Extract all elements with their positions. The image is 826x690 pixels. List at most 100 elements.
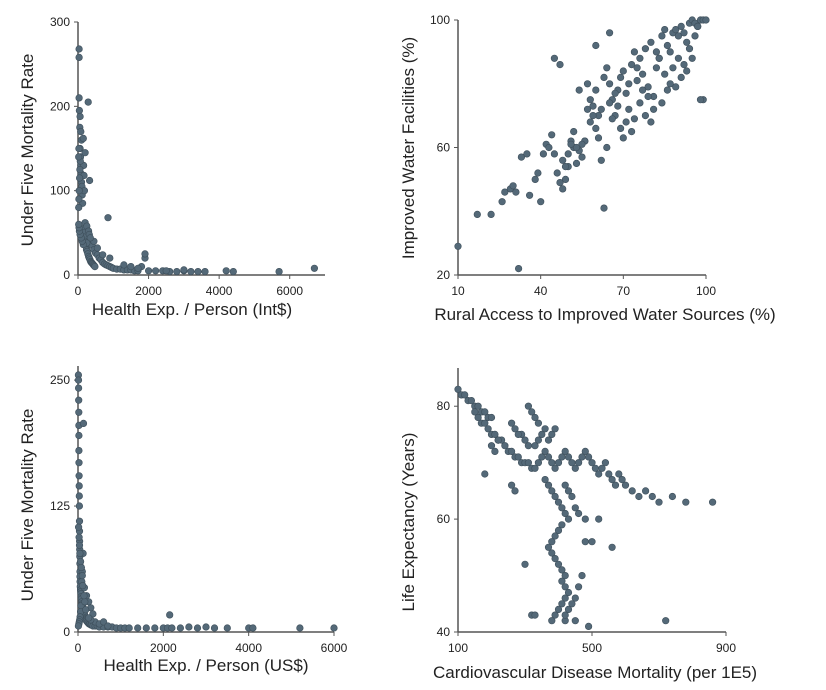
data-point bbox=[564, 605, 573, 614]
data-point bbox=[551, 554, 559, 563]
data-point bbox=[481, 470, 489, 478]
data-point bbox=[558, 577, 566, 585]
data-point bbox=[541, 476, 549, 484]
data-point bbox=[78, 571, 86, 580]
data-point bbox=[584, 453, 593, 461]
data-point bbox=[661, 26, 669, 34]
data-point bbox=[548, 487, 556, 495]
y-tick-label: 250 bbox=[50, 373, 70, 387]
y-tick-label: 100 bbox=[50, 184, 70, 198]
data-point bbox=[521, 436, 529, 444]
data-point bbox=[677, 22, 685, 31]
data-point bbox=[180, 266, 188, 274]
data-point bbox=[564, 453, 573, 461]
data-point bbox=[561, 481, 569, 489]
y-tick-label: 200 bbox=[50, 99, 70, 113]
data-point bbox=[561, 594, 569, 602]
data-point bbox=[644, 83, 652, 91]
x-axis-title: Rural Access to Improved Water Sources (… bbox=[434, 305, 775, 324]
data-point bbox=[454, 385, 462, 393]
data-point bbox=[630, 115, 639, 123]
data-point bbox=[658, 32, 666, 40]
data-point bbox=[578, 140, 586, 148]
data-point bbox=[647, 118, 655, 126]
data-point bbox=[187, 268, 195, 276]
data-point bbox=[702, 16, 710, 24]
data-point bbox=[564, 515, 573, 523]
data-point bbox=[75, 174, 84, 182]
data-point bbox=[600, 73, 608, 81]
data-point bbox=[616, 73, 625, 81]
data-point bbox=[548, 549, 556, 557]
data-point bbox=[551, 464, 559, 472]
data-point bbox=[574, 459, 583, 467]
data-point bbox=[494, 436, 502, 444]
data-point bbox=[668, 492, 677, 501]
data-point bbox=[185, 623, 193, 631]
data-point bbox=[571, 504, 579, 512]
data-point bbox=[508, 447, 516, 456]
data-point bbox=[661, 70, 669, 78]
data-point bbox=[75, 144, 83, 153]
data-point bbox=[75, 472, 83, 480]
data-point bbox=[571, 594, 579, 602]
data-point bbox=[574, 583, 583, 591]
data-point bbox=[508, 419, 516, 427]
data-point bbox=[524, 459, 533, 467]
data-point bbox=[554, 605, 563, 614]
y-tick-label: 100 bbox=[430, 13, 450, 27]
x-axis-title: Health Exp. / Person (Int$) bbox=[92, 300, 292, 319]
data-point bbox=[471, 408, 479, 416]
data-point bbox=[589, 102, 597, 110]
data-point bbox=[223, 624, 231, 632]
data-point bbox=[592, 86, 600, 94]
data-point bbox=[85, 176, 94, 185]
data-point bbox=[616, 124, 625, 132]
data-point bbox=[75, 220, 83, 228]
x-tick-label: 70 bbox=[617, 284, 631, 298]
data-point bbox=[152, 267, 160, 275]
data-point bbox=[551, 611, 559, 619]
data-point bbox=[592, 41, 600, 50]
data-point bbox=[474, 402, 482, 410]
data-point bbox=[605, 470, 613, 478]
data-point bbox=[638, 70, 647, 78]
x-tick-label: 0 bbox=[75, 284, 82, 298]
x-tick-label: 0 bbox=[75, 641, 82, 655]
data-point bbox=[652, 64, 661, 72]
data-point bbox=[567, 140, 575, 148]
data-point bbox=[548, 617, 556, 625]
data-point bbox=[134, 264, 142, 272]
data-point bbox=[578, 571, 586, 580]
data-point bbox=[202, 623, 210, 631]
data-point bbox=[75, 195, 83, 203]
data-point bbox=[461, 391, 469, 399]
data-point bbox=[534, 419, 543, 427]
data-point bbox=[487, 442, 496, 450]
data-point bbox=[544, 481, 553, 489]
data-point bbox=[538, 430, 546, 439]
data-point bbox=[523, 150, 531, 158]
data-point bbox=[551, 532, 559, 540]
data-point bbox=[611, 481, 620, 489]
x-tick-label: 6000 bbox=[321, 641, 348, 655]
data-point bbox=[550, 54, 559, 62]
data-point bbox=[473, 210, 481, 218]
data-point bbox=[75, 541, 84, 549]
data-point bbox=[75, 106, 83, 115]
data-point bbox=[79, 419, 88, 428]
data-point bbox=[708, 498, 717, 506]
data-point bbox=[586, 96, 594, 104]
data-point bbox=[517, 153, 526, 161]
data-point bbox=[210, 624, 219, 632]
data-point bbox=[104, 622, 112, 630]
data-point bbox=[677, 73, 685, 81]
data-point bbox=[559, 156, 567, 164]
data-point bbox=[636, 99, 644, 107]
data-point bbox=[556, 60, 564, 69]
data-point bbox=[134, 624, 142, 632]
chart-top-right: Rural Access to Improved Water Sources (… bbox=[399, 13, 776, 324]
data-point bbox=[541, 425, 549, 433]
chart-bottom-right: Cardiovascular Disease Mortality (per 1E… bbox=[399, 368, 757, 682]
